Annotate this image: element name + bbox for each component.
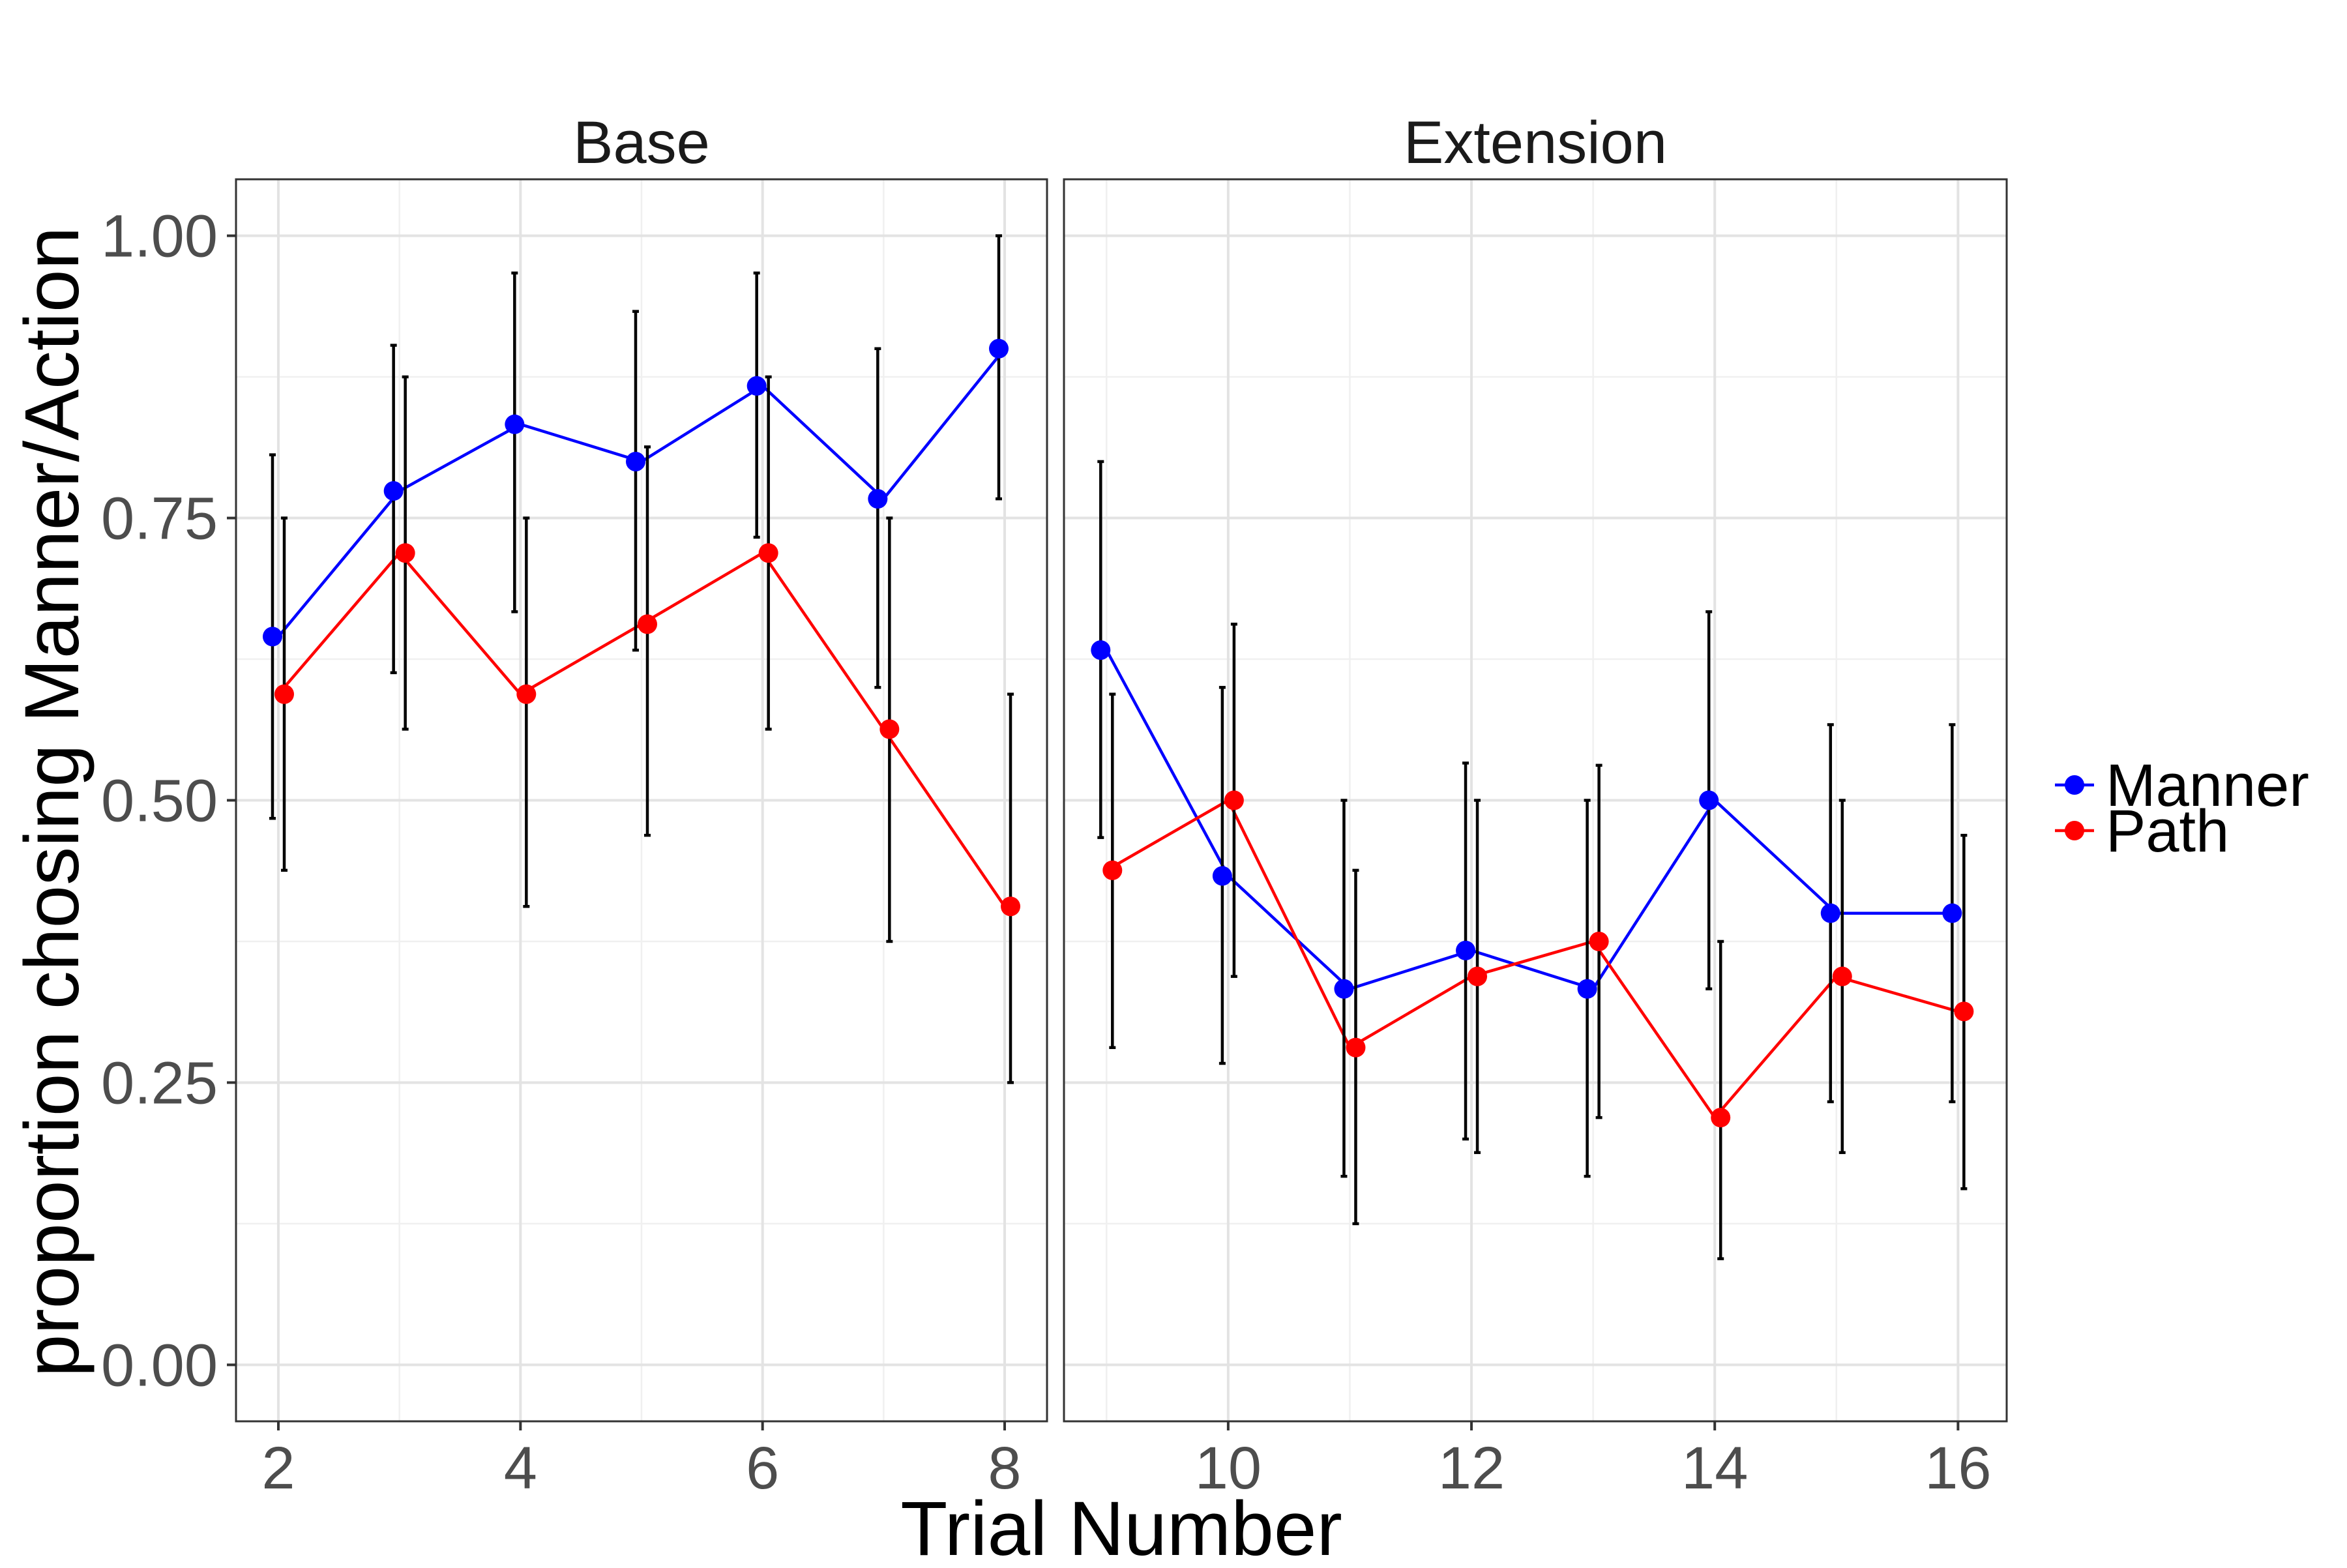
y-tick-label: 1.00 — [101, 203, 218, 270]
data-point-path — [274, 684, 294, 704]
legend-label: Manner — [2106, 752, 2309, 819]
legend-label: Path — [2106, 798, 2229, 865]
data-point-path — [1711, 1108, 1731, 1128]
data-point-path — [1589, 931, 1609, 951]
data-point-path — [1832, 966, 1852, 986]
data-point-manner — [383, 481, 404, 501]
x-tick-label: 6 — [746, 1435, 779, 1501]
panel-title: Extension — [1404, 110, 1667, 176]
data-point-manner — [1820, 903, 1840, 923]
data-point-manner — [989, 338, 1009, 359]
series-line-manner — [1105, 649, 1958, 991]
x-tick-label: 14 — [1681, 1435, 1748, 1501]
x-tick-label: 16 — [1925, 1435, 1991, 1501]
data-point-manner — [1091, 640, 1111, 660]
data-point-manner — [1212, 866, 1232, 886]
data-point-manner — [746, 376, 767, 396]
legend-item-manner: Manner — [2055, 752, 2309, 819]
panel-extension: Extension 10 12 14 16 — [1063, 110, 2008, 1501]
data-point-manner — [1699, 790, 1719, 810]
data-point-path — [758, 543, 778, 563]
x-tick-label: 12 — [1438, 1435, 1505, 1501]
series-line-path — [1106, 798, 1959, 1120]
panel-border — [1063, 178, 2008, 1423]
legend-key-marker — [2065, 821, 2084, 840]
data-point-path — [1954, 1001, 1974, 1022]
panels: Base 2 4 6 8 0.00 0.25 0.50 0.75 1.00 Extension 10 1… — [101, 110, 2008, 1501]
x-tick-label: 4 — [504, 1435, 537, 1501]
data-point-manner — [1334, 979, 1354, 999]
data-point-manner — [1942, 903, 1962, 923]
data-point-path — [1102, 860, 1123, 880]
y-axis-title: proportion chosing Manner/Action — [9, 227, 95, 1377]
data-point-manner — [626, 451, 645, 471]
y-tick-label: 0.25 — [101, 1050, 218, 1116]
y-tick-label: 0.00 — [101, 1332, 218, 1398]
data-point-path — [395, 543, 415, 563]
legend-key-marker — [2065, 775, 2084, 795]
data-point-path — [638, 614, 657, 634]
data-point-manner — [505, 414, 525, 434]
data-point-manner — [262, 627, 282, 647]
y-tick-label: 0.75 — [101, 486, 218, 552]
data-point-path — [879, 719, 900, 739]
y-tick-label: 0.50 — [101, 768, 218, 835]
data-point-path — [1346, 1037, 1366, 1058]
data-point-manner — [868, 489, 888, 509]
x-tick-label: 8 — [988, 1435, 1021, 1501]
data-point-path — [1468, 966, 1488, 986]
x-axis-title: Trial Number — [900, 1486, 1342, 1565]
panel-title: Base — [573, 110, 710, 176]
data-point-manner — [1577, 979, 1597, 999]
data-point-path — [1001, 896, 1021, 917]
x-tick-label: 2 — [261, 1435, 295, 1501]
x-tick-label: 10 — [1195, 1435, 1262, 1501]
data-point-path — [1224, 790, 1244, 810]
panel-base: Base 2 4 6 8 0.00 0.25 0.50 0.75 1.00 — [101, 110, 1048, 1501]
data-point-path — [516, 684, 537, 704]
data-point-manner — [1456, 940, 1476, 960]
legend-item-path: Path — [2055, 798, 2229, 865]
